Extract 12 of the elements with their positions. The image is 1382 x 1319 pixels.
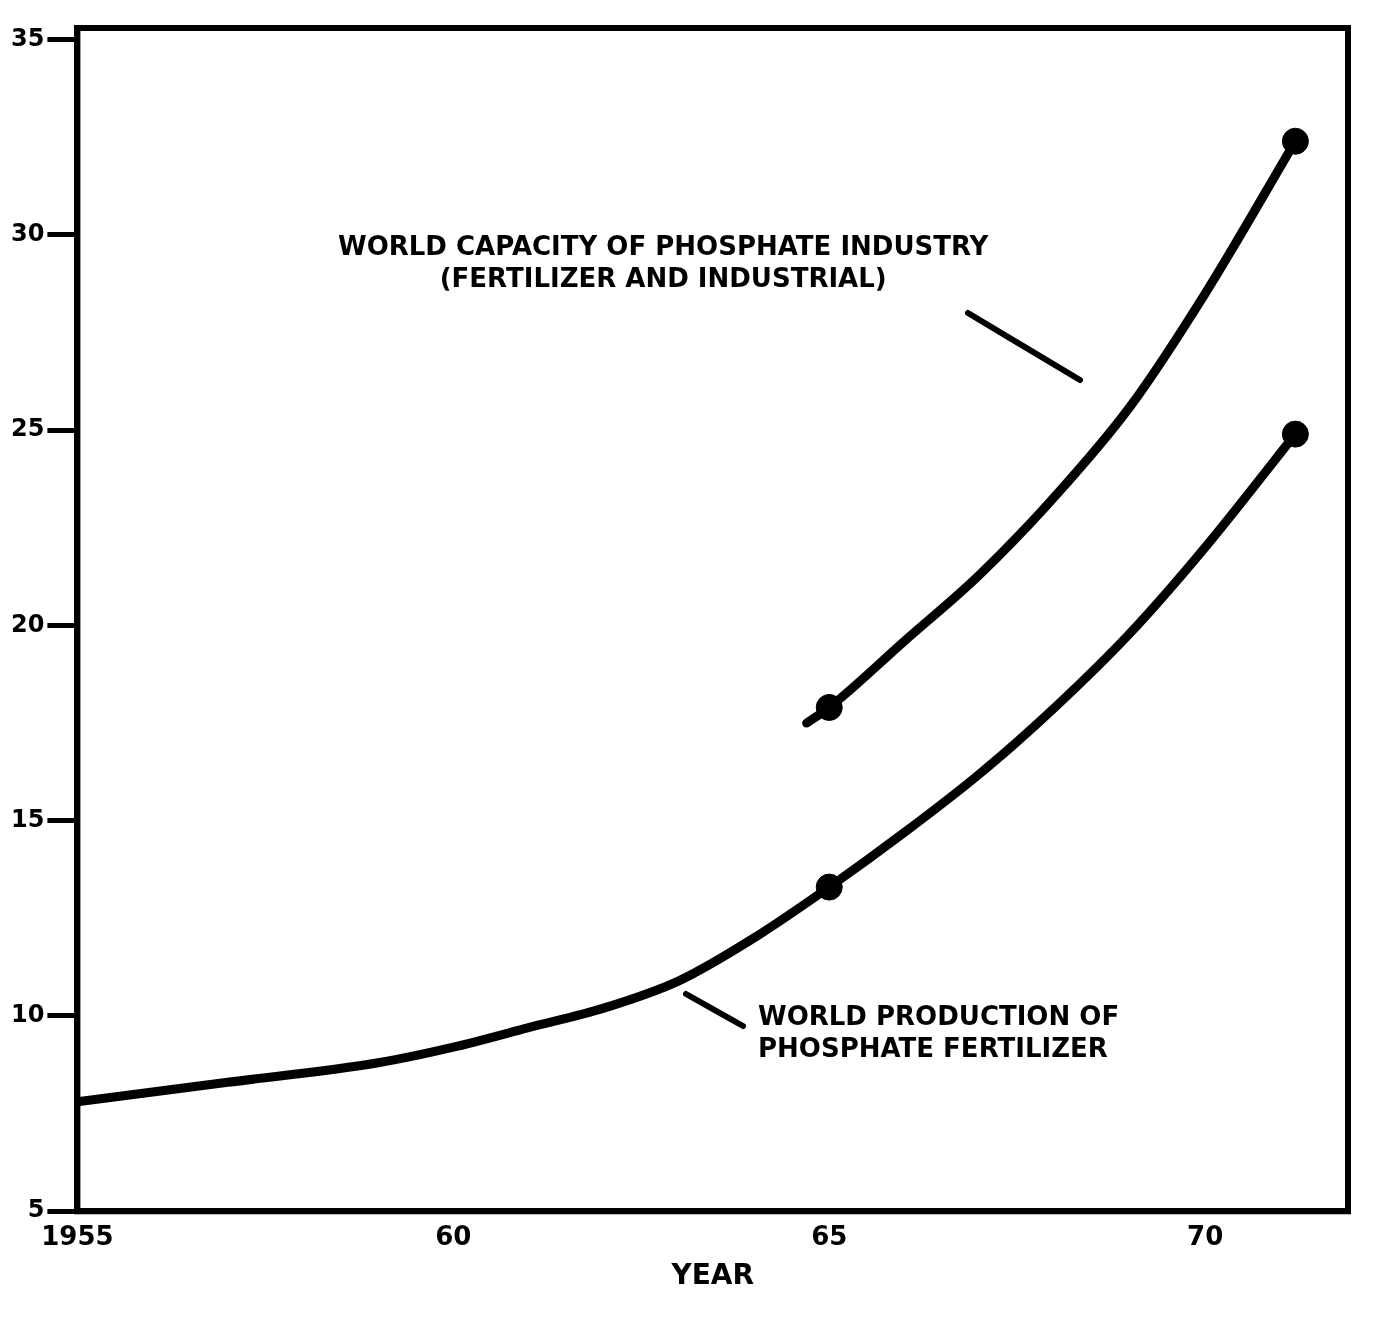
- x-tick-label: 70: [1187, 1220, 1224, 1251]
- y-tick-label: 10: [10, 1000, 45, 1029]
- annotation: WORLD CAPACITY OF PHOSPHATE INDUSTRY (FERTILIZER AND INDUSTRIAL): [338, 230, 989, 294]
- x-tick-label: 60: [435, 1220, 472, 1251]
- x-axis-title: YEAR: [670, 1258, 755, 1292]
- x-tick-label: 65: [811, 1220, 848, 1251]
- annotation: WORLD PRODUCTION OF PHOSPHATE FERTILIZER: [758, 1000, 1120, 1064]
- y-tick-label: 30: [10, 219, 45, 248]
- y-tick-label: 35: [10, 23, 45, 52]
- y-tick-label: 20: [10, 609, 45, 638]
- y-tick-label: 25: [10, 414, 45, 443]
- y-tick-label: 15: [10, 804, 45, 833]
